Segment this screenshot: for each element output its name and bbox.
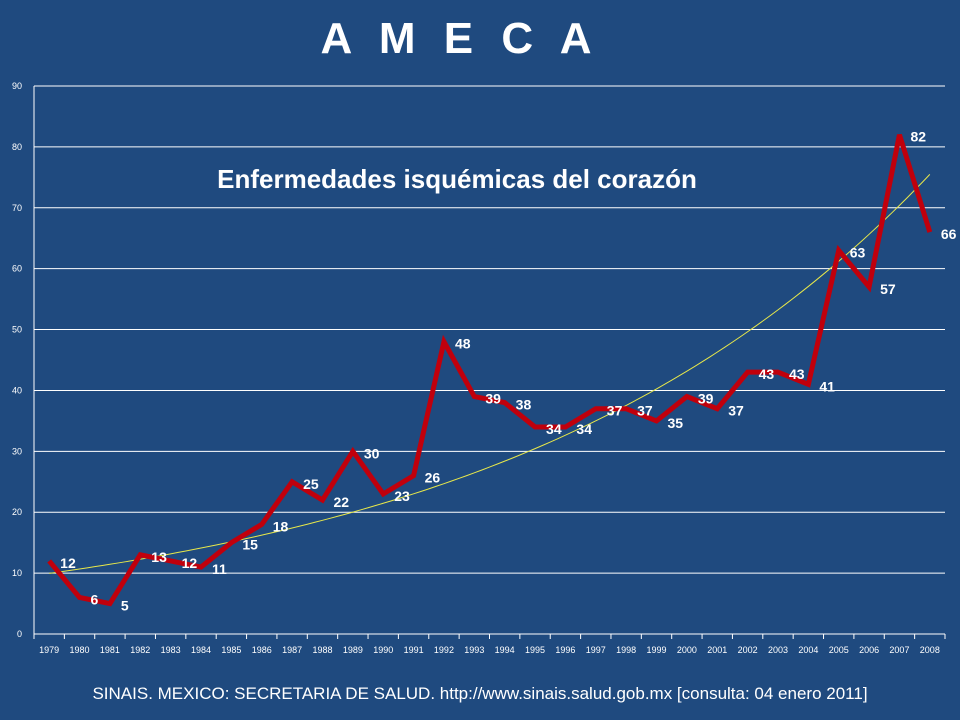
data-label: 39 <box>485 391 501 407</box>
x-tick-label: 1980 <box>70 645 90 655</box>
data-label: 5 <box>121 598 129 614</box>
y-tick-label: 60 <box>12 264 22 274</box>
x-tick-label: 1981 <box>100 645 120 655</box>
data-label: 11 <box>212 561 227 577</box>
x-tick-label: 1997 <box>586 645 606 655</box>
x-tick-label: 1995 <box>525 645 545 655</box>
data-label: 41 <box>819 378 835 394</box>
x-tick-label: 1992 <box>434 645 454 655</box>
x-tick-label: 1998 <box>616 645 636 655</box>
data-label: 12 <box>60 555 76 571</box>
x-tick-label: 1987 <box>282 645 302 655</box>
slide-title: A M E C A <box>320 14 600 63</box>
x-tick-label: 1994 <box>495 645 515 655</box>
data-label: 39 <box>698 391 714 407</box>
data-label: 6 <box>91 591 99 607</box>
data-label: 26 <box>425 470 441 486</box>
x-tick-label: 2001 <box>707 645 727 655</box>
x-tick-label: 1993 <box>464 645 484 655</box>
y-tick-label: 90 <box>12 81 22 91</box>
x-tick-label: 2006 <box>859 645 879 655</box>
data-label: 12 <box>182 555 198 571</box>
data-label: 35 <box>668 415 684 431</box>
x-tick-label: 2003 <box>768 645 788 655</box>
x-tick-label: 2004 <box>798 645 818 655</box>
x-tick-label: 1988 <box>312 645 332 655</box>
data-label: 63 <box>850 244 866 260</box>
x-tick-label: 2007 <box>889 645 909 655</box>
x-tick-label: 2005 <box>829 645 849 655</box>
x-tick-label: 1985 <box>221 645 241 655</box>
data-label: 22 <box>333 494 349 510</box>
data-label: 37 <box>607 403 623 419</box>
data-label: 34 <box>576 421 592 437</box>
data-label: 48 <box>455 336 471 352</box>
y-tick-label: 70 <box>12 203 22 213</box>
data-label: 37 <box>637 403 653 419</box>
chart-title: Enfermedades isquémicas del corazón <box>217 164 697 194</box>
line-chart: 0 10 20 30 40 50 60 70 80 90 1979 1980 1981 1982 1983 1… <box>12 81 957 655</box>
x-tick-label: 1986 <box>252 645 272 655</box>
trendline-path <box>49 174 931 574</box>
y-tick-label: 30 <box>12 446 22 456</box>
x-tick-label: 1982 <box>130 645 150 655</box>
data-label: 38 <box>516 397 532 413</box>
y-tick-label: 40 <box>12 385 22 395</box>
data-label: 43 <box>759 366 775 382</box>
data-label: 30 <box>364 445 380 461</box>
data-label: 23 <box>394 488 410 504</box>
x-tick-label: 1989 <box>343 645 363 655</box>
x-tick-label: 1990 <box>373 645 393 655</box>
x-tick-label: 1991 <box>404 645 424 655</box>
series-layer <box>47 133 933 607</box>
y-tick-label: 20 <box>12 507 22 517</box>
x-tick-label: 2000 <box>677 645 697 655</box>
data-label: 37 <box>728 403 744 419</box>
x-tick-label: 1999 <box>647 645 667 655</box>
series-line <box>47 133 933 607</box>
y-tick-label: 80 <box>12 142 22 152</box>
data-label: 25 <box>303 476 319 492</box>
x-tick-label: 2002 <box>738 645 758 655</box>
data-label: 18 <box>273 518 289 534</box>
data-label: 43 <box>789 366 805 382</box>
data-label: 13 <box>151 549 167 565</box>
data-label: 66 <box>941 226 957 242</box>
x-tick-label: 2008 <box>920 645 940 655</box>
data-label: 34 <box>546 421 562 437</box>
source-citation: SINAIS. MEXICO: SECRETARIA DE SALUD. htt… <box>92 684 868 703</box>
x-tick-label: 1984 <box>191 645 211 655</box>
data-label: 15 <box>242 537 258 553</box>
y-tick-label: 0 <box>17 629 22 639</box>
x-tick-label: 1996 <box>555 645 575 655</box>
x-tick-label: 1983 <box>161 645 181 655</box>
axes: 0 10 20 30 40 50 60 70 80 90 1979 1980 1981 1982 1983 1… <box>12 81 946 655</box>
y-tick-label: 10 <box>12 568 22 578</box>
y-tick-label: 50 <box>12 325 22 335</box>
trendline <box>49 174 931 574</box>
plot-area <box>34 86 945 634</box>
gridlines <box>34 85 945 635</box>
data-labels: 12 6 5 13 12 11 15 18 25 22 30 23 26 48 39 38 34 34 37 37 35… <box>60 129 956 614</box>
x-tick-label: 1979 <box>39 645 59 655</box>
data-label: 57 <box>880 281 896 297</box>
data-label: 82 <box>910 129 926 145</box>
